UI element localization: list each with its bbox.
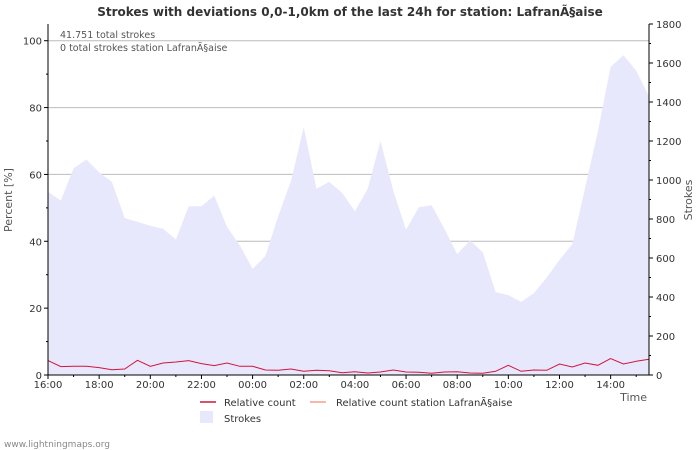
left-tick-label-40: 40 bbox=[29, 237, 42, 248]
strokes-area bbox=[48, 55, 649, 375]
x-tick-label-12:00: 12:00 bbox=[545, 380, 574, 391]
x-tick-label-04:00: 04:00 bbox=[340, 380, 369, 391]
x-tick-label-06:00: 06:00 bbox=[392, 380, 421, 391]
legend-label-relative-count-station: Relative count station LafranÃ§aise bbox=[336, 396, 512, 409]
legend-label-strokes: Strokes bbox=[224, 414, 261, 425]
footer-source: www.lightningmaps.org bbox=[4, 440, 110, 450]
left-tick-label-60: 60 bbox=[29, 170, 42, 181]
left-tick-label-100: 100 bbox=[23, 37, 42, 48]
annotation-total-strokes: 41.751 total strokes bbox=[60, 30, 155, 41]
legend: Relative count Relative count station La… bbox=[200, 396, 512, 425]
right-axis-ticks: 0 200 400 600 800 1000 1200 1400 1600 1800 bbox=[649, 20, 681, 382]
x-tick-label-02:00: 02:00 bbox=[289, 380, 318, 391]
right-tick-label-1200: 1200 bbox=[656, 137, 681, 148]
y-left-label: Percent [%] bbox=[2, 168, 15, 232]
right-tick-label-1000: 1000 bbox=[656, 176, 681, 187]
x-axis-ticks: 16:00 18:00 20:00 22:00 00:00 02:00 04:00 06:00… bbox=[34, 375, 637, 391]
right-tick-label-1600: 1600 bbox=[656, 59, 681, 70]
right-tick-label-0: 0 bbox=[656, 371, 662, 382]
x-tick-label-16:00: 16:00 bbox=[34, 380, 63, 391]
left-axis-ticks: 0 20 40 60 80 100 bbox=[23, 37, 48, 382]
left-tick-label-20: 20 bbox=[29, 304, 42, 315]
right-tick-label-1800: 1800 bbox=[656, 20, 681, 31]
right-tick-label-400: 400 bbox=[656, 293, 675, 304]
right-tick-label-200: 200 bbox=[656, 332, 675, 343]
x-tick-label-20:00: 20:00 bbox=[136, 380, 165, 391]
x-tick-label-18:00: 18:00 bbox=[85, 380, 114, 391]
legend-swatch-strokes bbox=[200, 411, 213, 423]
relative-count-line bbox=[47, 358, 650, 374]
right-tick-label-600: 600 bbox=[656, 254, 675, 265]
x-tick-label-00:00: 00:00 bbox=[238, 380, 267, 391]
x-axis-label: Time bbox=[619, 391, 647, 404]
legend-label-relative-count: Relative count bbox=[224, 398, 296, 409]
x-tick-label-10:00: 10:00 bbox=[494, 380, 523, 391]
left-tick-label-80: 80 bbox=[29, 104, 42, 115]
x-tick-label-08:00: 08:00 bbox=[443, 380, 472, 391]
right-tick-label-800: 800 bbox=[656, 215, 675, 226]
annotation-station-strokes: 0 total strokes station LafranÃ§aise bbox=[60, 43, 228, 54]
y-right-label: Strokes bbox=[682, 179, 695, 220]
x-tick-label-14:00: 14:00 bbox=[596, 380, 625, 391]
right-tick-label-1400: 1400 bbox=[656, 98, 681, 109]
left-tick-label-0: 0 bbox=[36, 371, 42, 382]
chart-title: Strokes with deviations 0,0-1,0km of the… bbox=[97, 4, 603, 19]
x-tick-label-22:00: 22:00 bbox=[187, 380, 216, 391]
